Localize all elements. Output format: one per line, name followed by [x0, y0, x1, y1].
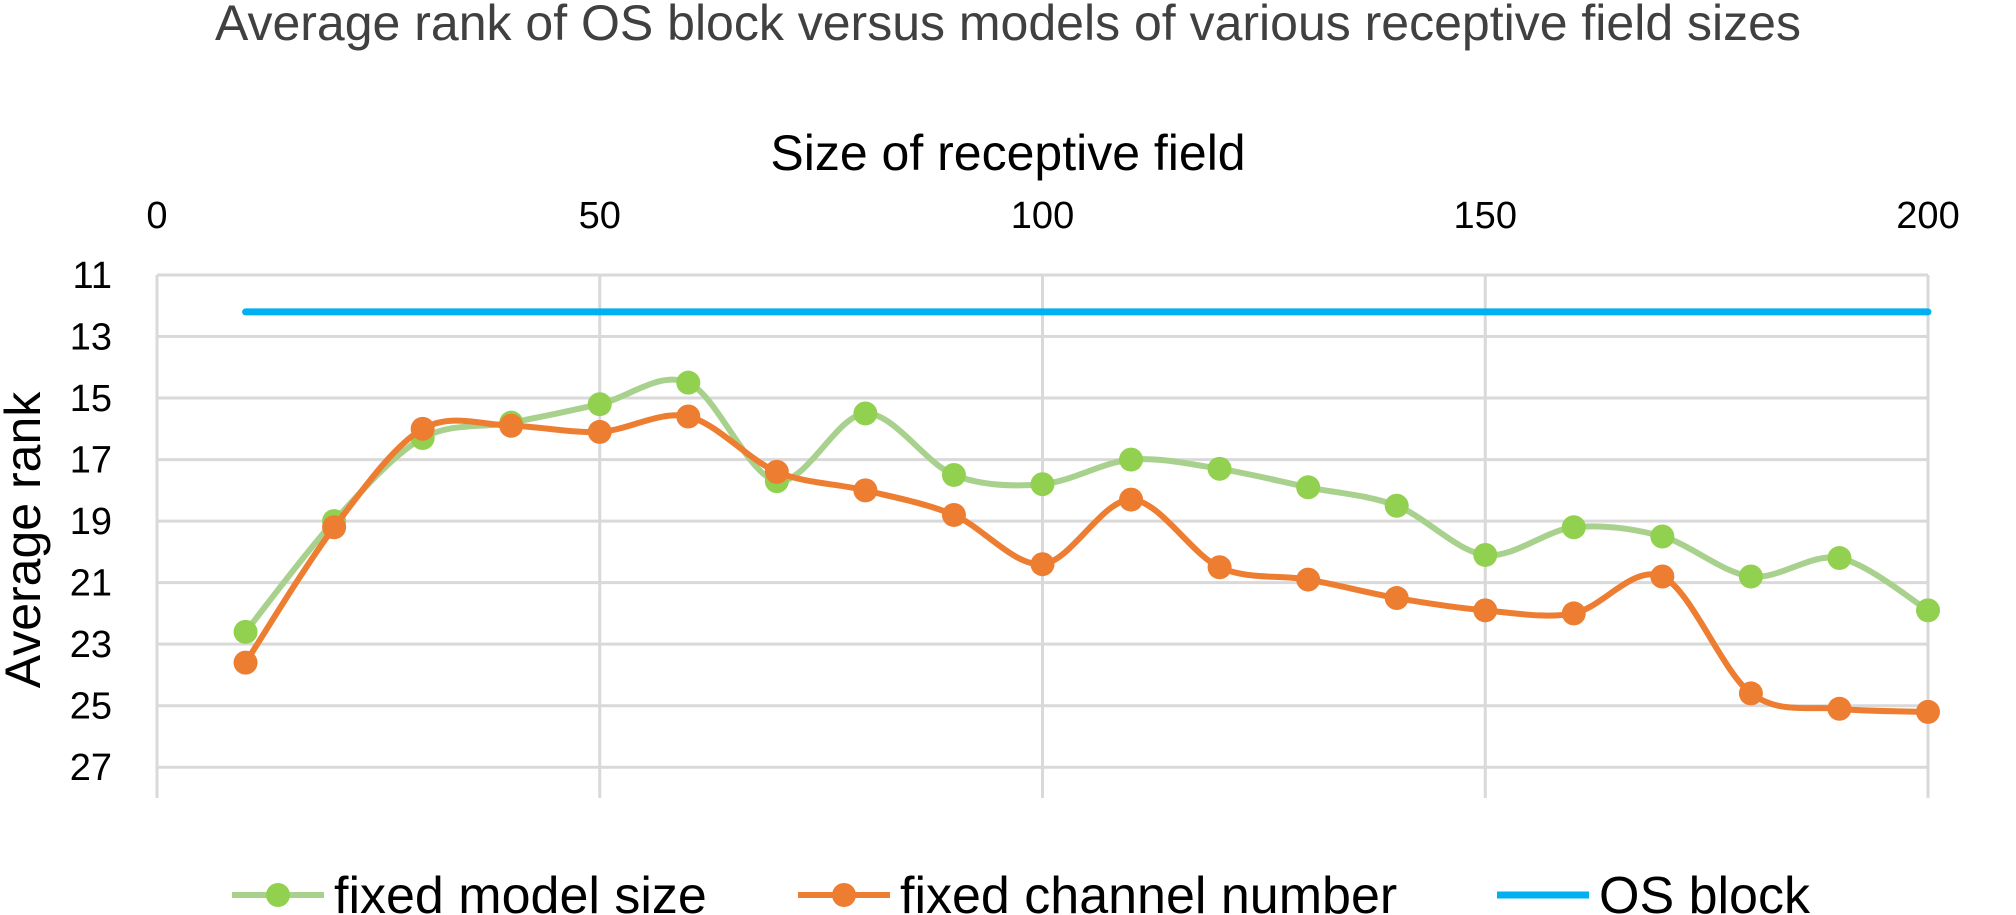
y-tick-label: 19: [70, 501, 112, 543]
data-point-fixed-model-size: [587, 392, 612, 417]
data-point-fixed-model-size: [1296, 475, 1321, 500]
data-point-fixed-model-size: [1207, 456, 1232, 481]
data-point-fixed-channel-number: [1827, 696, 1852, 721]
data-point-fixed-channel-number: [587, 419, 612, 444]
legend-marker-fixed-model-size: [266, 883, 290, 907]
legend: fixed model size fixed channel number OS b…: [232, 867, 1811, 915]
data-point-fixed-channel-number: [764, 459, 789, 484]
x-tick-labels: 0 50 100 150 200: [146, 195, 1959, 237]
data-point-fixed-model-size: [1384, 493, 1409, 518]
x-axis-label: Size of receptive field: [770, 125, 1245, 181]
data-point-fixed-channel-number: [499, 413, 524, 438]
y-tick-label: 23: [70, 624, 112, 666]
series-layer: [233, 308, 1940, 724]
y-tick-labels: 11 13 15 17 19 21 23 25 27: [70, 255, 112, 789]
y-tick-label: 11: [73, 255, 112, 297]
data-point-fixed-channel-number: [233, 650, 258, 675]
x-tick-label: 200: [1896, 195, 1959, 237]
data-point-fixed-model-size: [1030, 472, 1055, 497]
x-tick-label: 100: [1011, 195, 1074, 237]
data-point-fixed-model-size: [1473, 542, 1498, 567]
legend-marker-fixed-channel-number: [832, 883, 856, 907]
data-point-fixed-channel-number: [1738, 681, 1763, 706]
data-point-fixed-model-size: [1119, 447, 1144, 472]
data-point-fixed-channel-number: [1561, 601, 1586, 626]
legend-label-fixed-channel-number: fixed channel number: [900, 867, 1397, 915]
x-tick-label: 150: [1454, 195, 1517, 237]
data-point-fixed-channel-number: [676, 404, 701, 429]
data-point-fixed-model-size: [853, 401, 878, 426]
data-point-fixed-model-size: [1650, 524, 1675, 549]
y-tick-label: 25: [70, 686, 112, 728]
data-point-fixed-channel-number: [410, 416, 435, 441]
data-point-fixed-channel-number: [1119, 487, 1144, 512]
legend-label-os-block: OS block: [1599, 867, 1811, 915]
series-line-fixed-model-size: [242, 376, 1931, 635]
data-point-fixed-model-size: [1561, 515, 1586, 540]
data-point-fixed-channel-number: [941, 502, 966, 527]
data-point-fixed-model-size: [1916, 598, 1940, 623]
data-point-fixed-channel-number: [1207, 555, 1232, 580]
data-point-fixed-channel-number: [1916, 699, 1940, 724]
data-point-fixed-channel-number: [853, 478, 878, 503]
data-point-fixed-model-size: [1827, 546, 1852, 571]
data-point-fixed-model-size: [676, 370, 701, 395]
chart-title: Average rank of OS block versus models o…: [215, 0, 1801, 51]
data-point-fixed-channel-number: [1030, 552, 1055, 577]
legend-label-fixed-model-size: fixed model size: [334, 867, 707, 915]
data-point-fixed-channel-number: [1650, 564, 1675, 589]
y-tick-label: 17: [70, 440, 112, 482]
data-point-fixed-channel-number: [1384, 586, 1409, 611]
data-point-fixed-channel-number: [1296, 567, 1321, 592]
y-tick-label: 15: [70, 378, 112, 420]
data-point-fixed-model-size: [233, 619, 258, 644]
y-tick-label: 27: [70, 747, 112, 789]
data-point-fixed-channel-number: [1473, 598, 1498, 623]
y-axis-label: Average rank: [0, 391, 51, 688]
x-tick-label: 0: [146, 195, 167, 237]
y-tick-label: 21: [70, 563, 112, 605]
data-point-fixed-channel-number: [322, 515, 347, 540]
data-point-fixed-model-size: [1738, 564, 1763, 589]
x-tick-label: 50: [579, 195, 621, 237]
data-point-fixed-model-size: [941, 462, 966, 487]
y-tick-label: 13: [70, 317, 112, 359]
